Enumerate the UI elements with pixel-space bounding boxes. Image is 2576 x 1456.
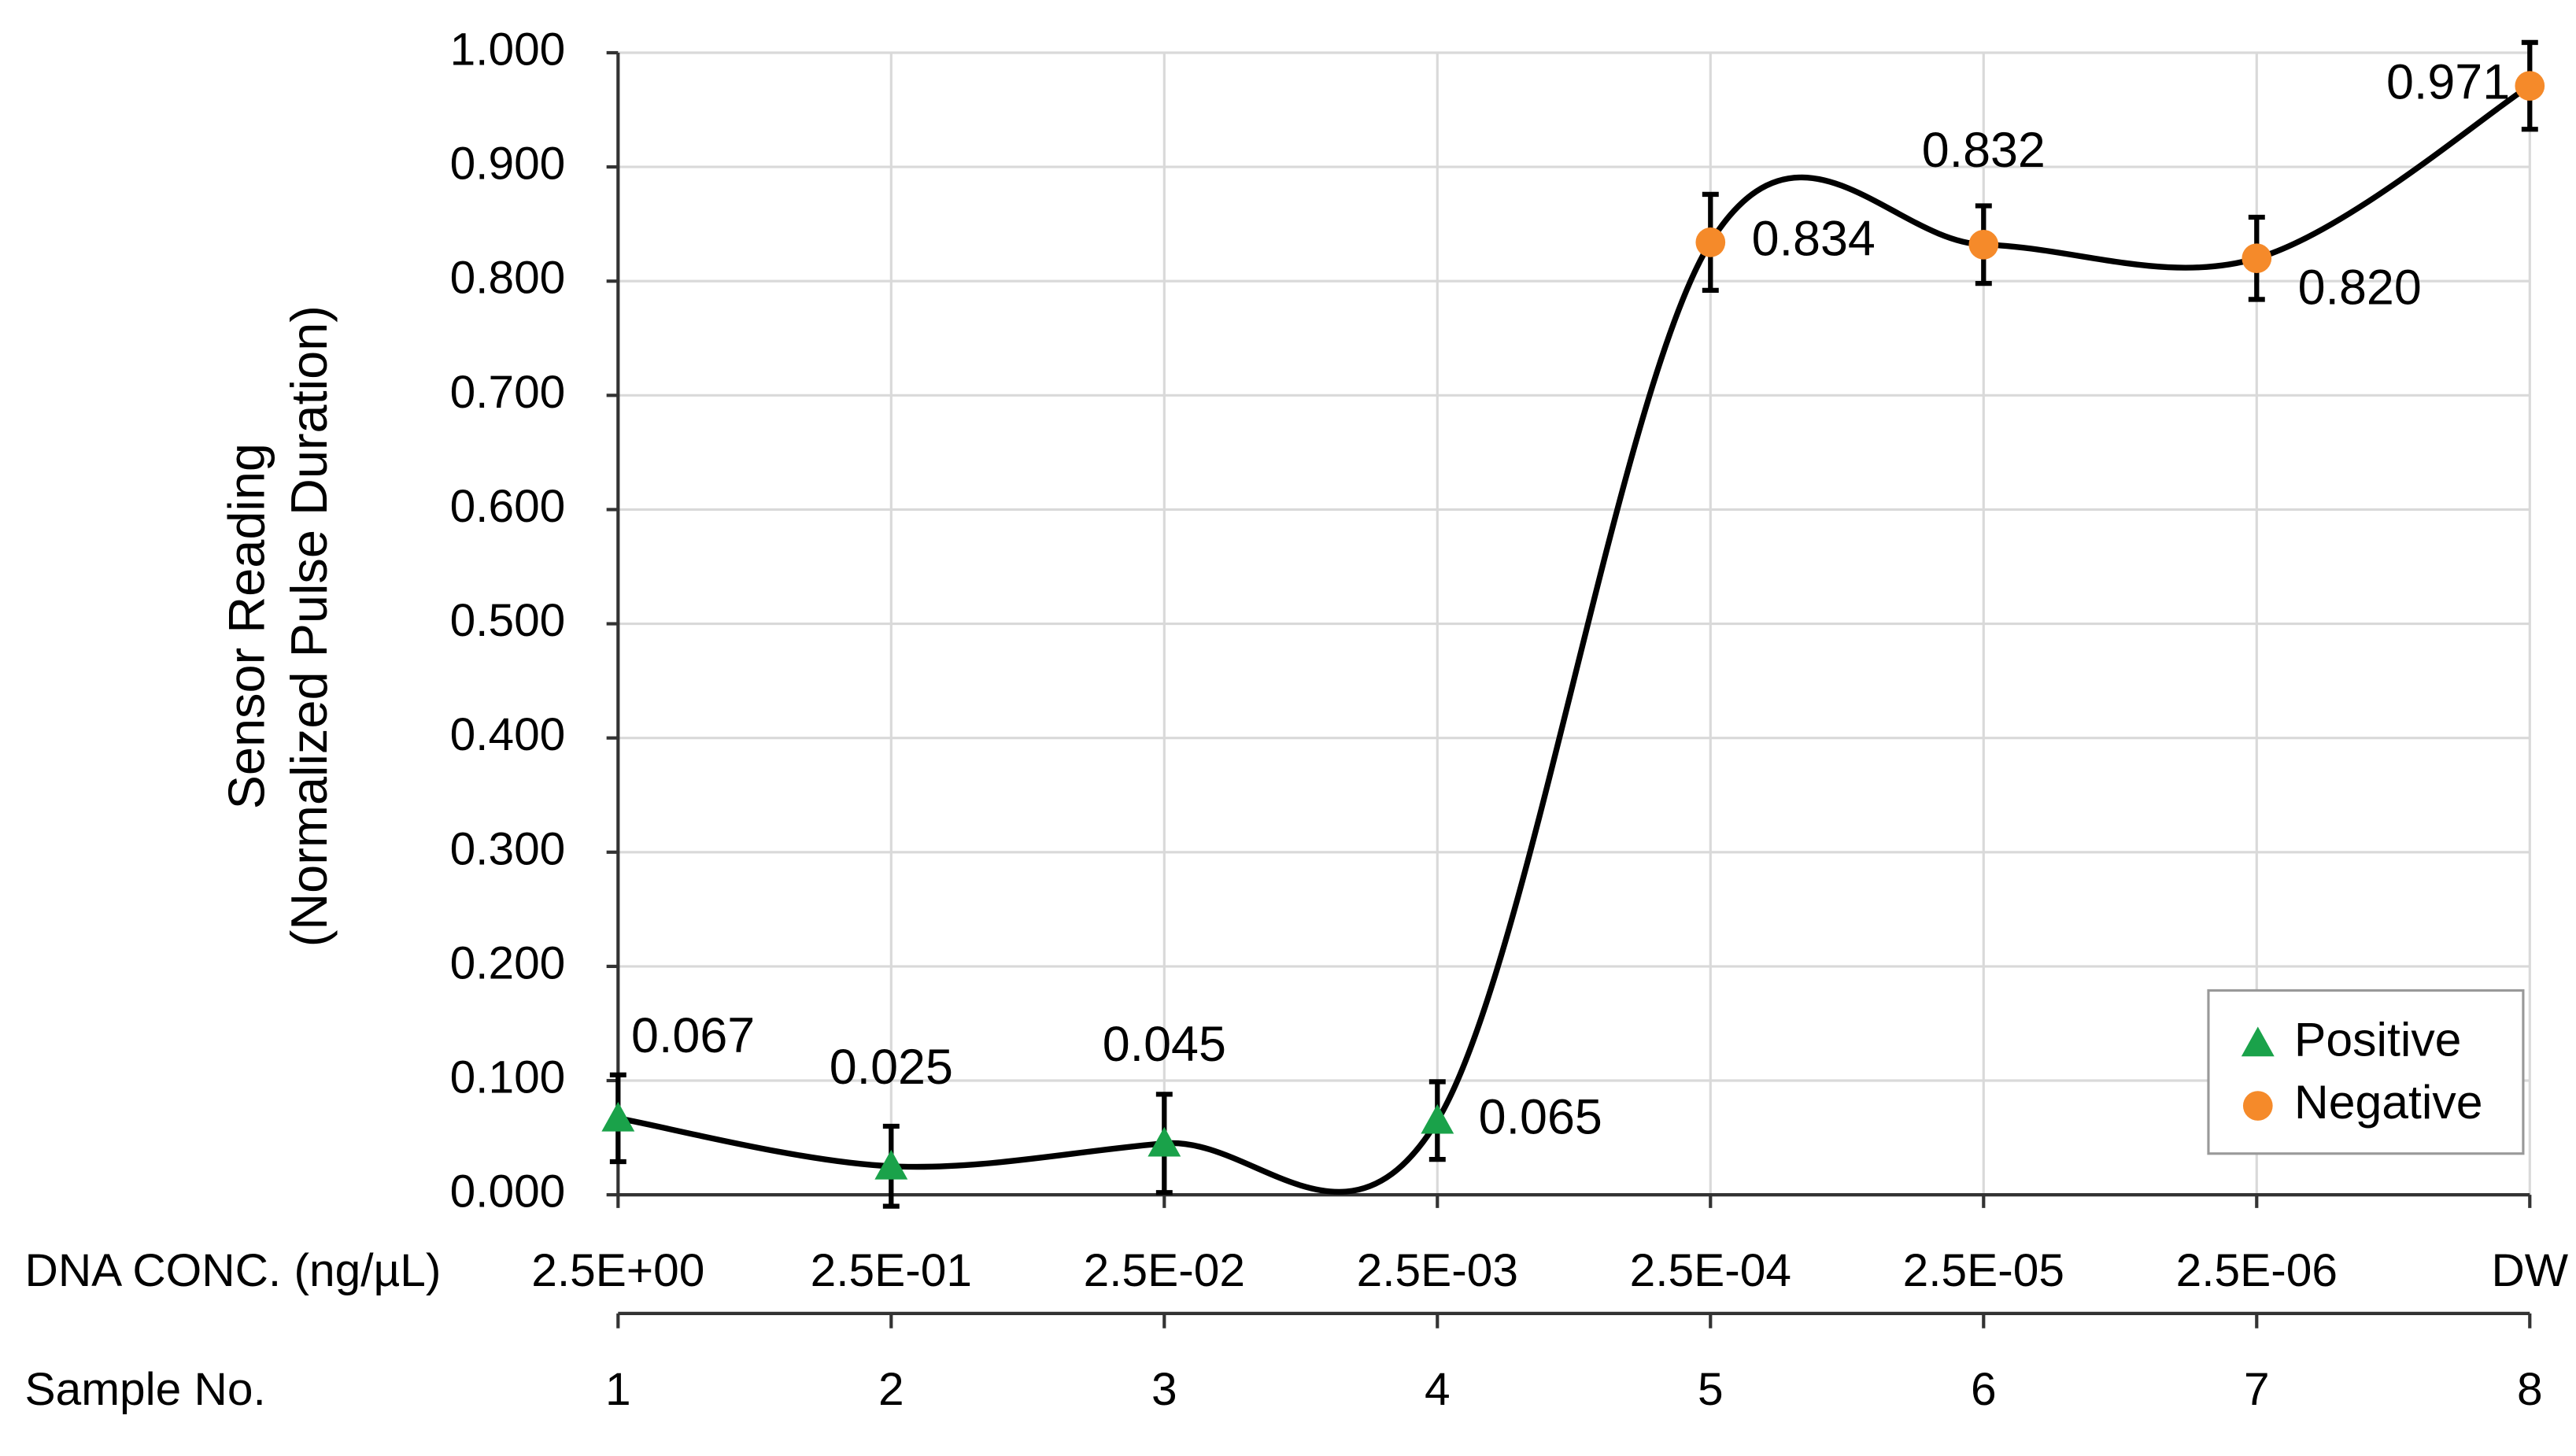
y-tick-label: 0.600 [450, 481, 566, 532]
y-tick-label: 0.300 [450, 823, 566, 874]
legend: Positive Negative [2207, 989, 2525, 1155]
legend-marker [2242, 1091, 2273, 1121]
data-label: 0.832 [1922, 123, 2046, 178]
data-label: 0.025 [830, 1040, 953, 1095]
y-tick-label: 0.100 [450, 1051, 566, 1103]
x-tick-label: 1 [605, 1364, 631, 1415]
data-label: 0.820 [2298, 261, 2422, 316]
legend-marker [2241, 1026, 2275, 1057]
legend-label: Positive [2294, 1013, 2462, 1066]
data-label: 0.045 [1103, 1017, 1226, 1072]
y-tick-label: 1.000 [450, 24, 566, 75]
line [617, 83, 2532, 1195]
data-label: 0.065 [1479, 1089, 1602, 1144]
category-tick-label: 2.5E-05 [1903, 1245, 2064, 1296]
marker [1695, 227, 1726, 257]
marker [2242, 243, 2272, 274]
category-tick-label: DW [2491, 1245, 2568, 1296]
x-tick-label: 7 [2244, 1364, 2270, 1415]
y-tick-label: 0.800 [450, 253, 566, 304]
y-axis-label-line: (Normalized Pulse Duration) [280, 305, 338, 947]
x-tick-label: 6 [1971, 1364, 1997, 1415]
category-tick-label: 2.5E-03 [1357, 1245, 1518, 1296]
x-tick-label: 5 [1698, 1364, 1724, 1415]
category-tick-label: 2.5E-01 [811, 1245, 972, 1296]
legend-symbol [2241, 1026, 2275, 1057]
x-tick-label: 2 [878, 1364, 904, 1415]
category-label: DNA CONC. (ng/µL) [24, 1245, 441, 1296]
x-tick-label: 8 [2517, 1364, 2543, 1415]
legend-label: Negative [2294, 1075, 2483, 1129]
marker [2515, 71, 2545, 101]
y-tick-label: 0.000 [450, 1166, 566, 1218]
data-label: 0.834 [1752, 211, 1876, 266]
y-tick-label: 0.900 [450, 139, 566, 190]
y-axis-label: Sensor Reading (Normalized Pulse Duratio… [218, 305, 338, 947]
marker [1968, 229, 1999, 260]
x-tick-label: 4 [1425, 1364, 1451, 1415]
category-tick-label: 2.5E+00 [531, 1245, 704, 1296]
legend-box [2207, 989, 2525, 1155]
y-tick-label: 0.500 [450, 595, 566, 646]
y-tick-label: 0.700 [450, 367, 566, 418]
category-tick-label: 2.5E-02 [1084, 1245, 1245, 1296]
y-tick-label: 0.400 [450, 709, 566, 760]
legend-symbol [2242, 1091, 2273, 1121]
data-label: 0.971 [2386, 55, 2510, 110]
marker [601, 1101, 635, 1132]
marker [1421, 1103, 1454, 1134]
x-axis-label: Sample No. [24, 1364, 265, 1415]
category-tick-label: 2.5E-06 [2176, 1245, 2338, 1296]
y-tick-label: 0.200 [450, 937, 566, 989]
y-axis-label-line: Sensor Reading [218, 443, 275, 809]
x-tick-label: 3 [1151, 1364, 1177, 1415]
category-tick-label: 2.5E-04 [1630, 1245, 1791, 1296]
data-label: 0.067 [631, 1008, 755, 1063]
marker [874, 1149, 908, 1180]
marker [1148, 1126, 1181, 1157]
